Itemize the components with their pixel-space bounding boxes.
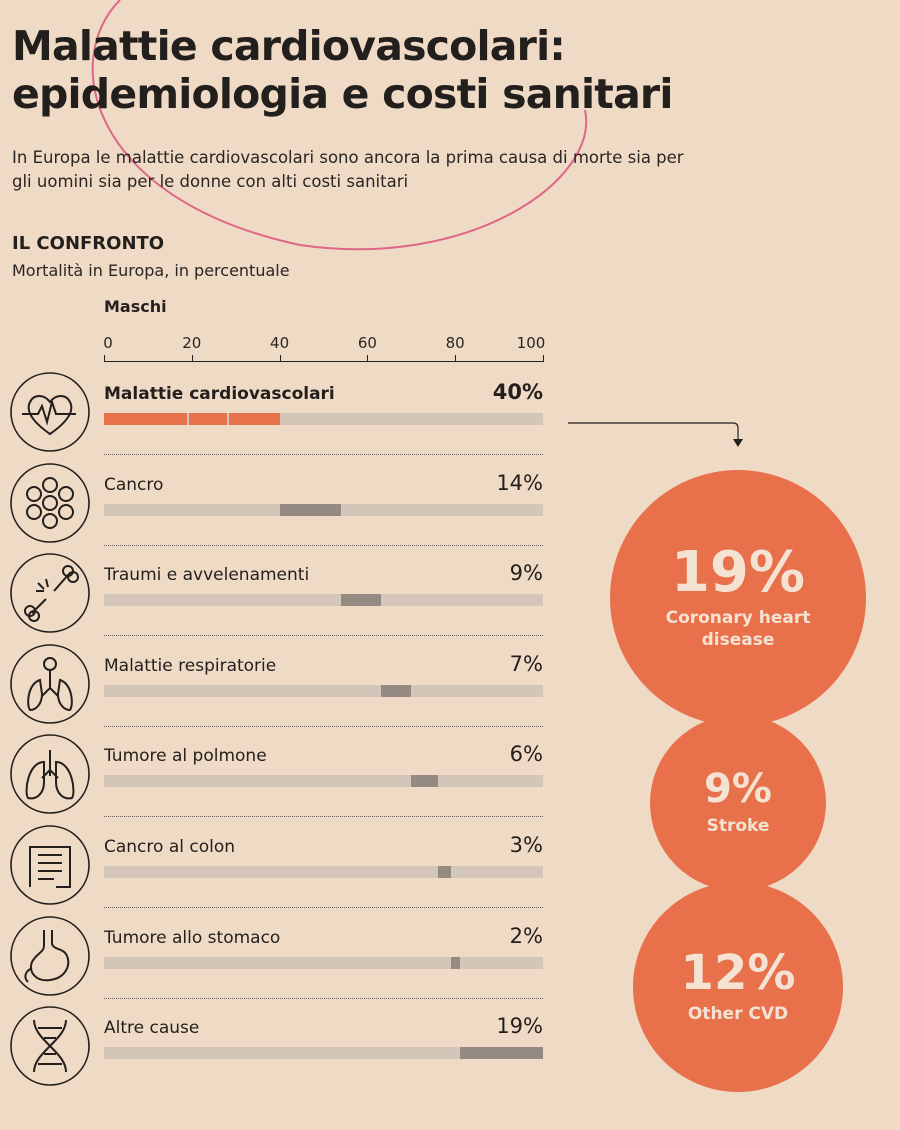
bubble-name: Coronary heart disease xyxy=(665,608,811,650)
bar-track xyxy=(104,684,543,697)
value-label: 14% xyxy=(496,470,543,495)
x-tick-mark xyxy=(104,355,105,362)
lungs-icon xyxy=(10,734,90,815)
category-label: Traumi e avvelenamenti xyxy=(104,565,310,586)
page-subtitle: In Europa le malattie cardiovascolari so… xyxy=(12,148,684,191)
page-title: Malattie cardiovascolari: epidemiologia … xyxy=(12,22,673,118)
broken-bone-icon xyxy=(10,553,90,633)
category-label: Malattie cardiovascolari xyxy=(104,384,335,404)
x-tick-label: 80 xyxy=(445,334,465,352)
bubble-name: Stroke xyxy=(706,816,770,836)
value-label: 2% xyxy=(509,923,543,948)
value-label: 6% xyxy=(509,742,543,767)
category-label: Cancro al colon xyxy=(104,837,236,857)
breakdown-arrow xyxy=(568,422,743,447)
bubble-name: Other CVD xyxy=(687,1004,789,1024)
category-label: Cancro xyxy=(104,474,164,495)
bar xyxy=(450,956,460,969)
breakdown-bubble: 12% Other CVD xyxy=(633,882,843,1092)
x-tick-mark xyxy=(191,355,193,362)
x-tick-label: 60 xyxy=(357,334,377,352)
x-tick-label: 40 xyxy=(270,334,290,352)
value-label: 19% xyxy=(496,1014,543,1039)
breakdown-bubble: 9% Stroke xyxy=(650,715,826,891)
row-divider xyxy=(104,725,543,727)
bar-track xyxy=(104,956,543,969)
pen-mark-ellipse xyxy=(91,0,588,251)
breakdown-bubble: 19% Coronary heart disease xyxy=(610,470,866,726)
group-label: Maschi xyxy=(104,297,167,316)
bar-track xyxy=(104,775,543,788)
row-divider xyxy=(104,635,543,637)
row-divider xyxy=(104,544,543,546)
bar-track xyxy=(104,413,543,425)
row-divider xyxy=(104,816,543,818)
section-subtitle: Mortalità in Europa, in percentuale xyxy=(12,261,290,280)
bar-track xyxy=(104,594,543,607)
bar xyxy=(411,775,438,788)
row-divider xyxy=(104,454,543,455)
section-title: IL CONFRONTO xyxy=(12,233,165,254)
bar-track xyxy=(104,866,543,878)
dna-icon xyxy=(10,1006,90,1086)
bar xyxy=(341,594,381,607)
x-tick-mark xyxy=(367,355,369,362)
intestine-icon xyxy=(10,825,90,905)
value-label: 40% xyxy=(492,380,543,404)
bar-segment xyxy=(189,413,227,425)
stomach-icon xyxy=(10,915,90,996)
bubble-value: 19% xyxy=(670,540,806,605)
x-tick-mark xyxy=(455,355,457,362)
bubble-value: 12% xyxy=(680,945,796,1001)
heart-pulse-icon xyxy=(10,372,90,452)
row-divider xyxy=(104,997,543,999)
category-label: Tumore al polmone xyxy=(104,746,267,767)
x-tick-mark xyxy=(279,355,281,362)
title-line-2: epidemiologia e costi sanitari xyxy=(12,70,673,118)
respiratory-icon xyxy=(10,643,90,724)
x-axis-line xyxy=(104,361,543,362)
bar-segment xyxy=(104,413,188,425)
row-divider xyxy=(104,907,543,908)
bar-segment xyxy=(228,413,280,425)
value-label: 9% xyxy=(509,561,543,586)
value-label: 7% xyxy=(509,651,543,676)
x-tick-label: 0 xyxy=(103,334,113,352)
title-line-1: Malattie cardiovascolari: xyxy=(12,22,566,70)
x-tick-mark xyxy=(543,355,544,362)
bar-track xyxy=(104,1047,543,1060)
bar xyxy=(459,1047,543,1060)
value-label: 3% xyxy=(509,833,543,857)
x-tick-label: 20 xyxy=(182,334,202,352)
bar xyxy=(437,866,451,878)
x-tick-label: 100 xyxy=(516,334,546,352)
bar-track xyxy=(104,503,543,516)
category-label: Malattie respiratorie xyxy=(104,655,277,676)
category-label: Altre cause xyxy=(104,1018,200,1039)
category-label: Tumore allo stomaco xyxy=(104,927,281,948)
bubble-value: 9% xyxy=(704,766,772,812)
cells-icon xyxy=(10,462,90,543)
bar xyxy=(279,503,342,516)
bar xyxy=(380,684,412,697)
